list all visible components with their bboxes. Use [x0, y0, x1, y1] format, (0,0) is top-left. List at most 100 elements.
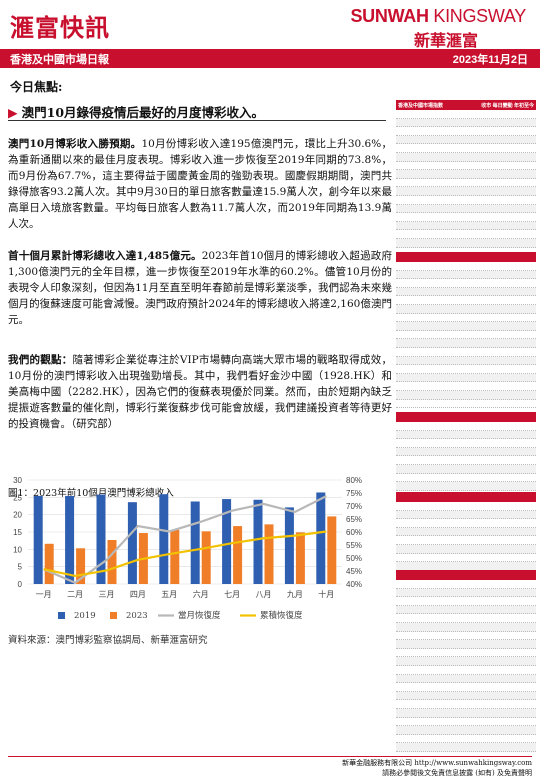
market-table-1: 香港及中國市場指數 收市 每日變動 年初至今 [396, 100, 536, 257]
market-table-2-head [396, 252, 536, 262]
x-tick-label: 六月 [193, 589, 209, 599]
legend-swatch [58, 612, 65, 619]
brand-logo-cn: 滙富快訊 [10, 13, 110, 42]
bar-2023 [76, 548, 86, 584]
line-當月恢復度 [43, 495, 327, 584]
market-row [396, 674, 536, 684]
headline-text: 澳門10月錄得疫情后最好的月度博彩收入。 [21, 105, 265, 120]
market-row [396, 331, 536, 340]
market-row [396, 262, 536, 271]
market-row [396, 447, 536, 457]
y2-tick-label: 65% [346, 515, 362, 524]
market-row [396, 718, 536, 727]
market-row [396, 127, 536, 136]
market-row [396, 439, 536, 448]
paragraph-1: 澳門10月博彩收入勝預期。10月份博彩收入達195億澳門元，環比上升30.6%，… [8, 136, 392, 232]
x-tick-label: 五月 [161, 590, 177, 599]
market-table-5-rows [396, 580, 536, 752]
market-row [396, 726, 536, 735]
market-row [396, 657, 536, 666]
market-table-3 [396, 412, 536, 491]
market-row [396, 735, 536, 744]
market-row [396, 118, 536, 128]
market-row [396, 322, 536, 331]
market-row [396, 221, 536, 231]
market-row [396, 700, 536, 709]
bar-2023 [327, 516, 337, 584]
paragraph-3: 我們的觀點：隨著博彩企業從專注於VIP市場轉向高端大眾市場的戰略取得成效，10月… [8, 352, 392, 432]
paragraph-1-body: 10月份博彩收入達195億澳門元，環比上升30.6%，為重新通關以來的最佳月度表… [8, 138, 392, 230]
market-table-1-rows [396, 110, 536, 257]
market-table-3-rows [396, 422, 536, 491]
market-row [396, 390, 536, 400]
bar-2023 [233, 526, 243, 584]
legend-label: 當月恢復度 [178, 610, 221, 621]
market-row [396, 187, 536, 196]
market-row [396, 110, 536, 119]
y-tick-label: 30 [13, 476, 22, 485]
market-row [396, 632, 536, 641]
legend-label: 2023 [126, 611, 148, 621]
market-row [396, 430, 536, 440]
bar-2019 [284, 507, 294, 584]
market-row [396, 464, 536, 474]
source-note: 資料來源：澳門博彩監察協調局、新華滙富研究 [8, 635, 208, 646]
market-row [396, 605, 536, 615]
market-table-3-head [396, 412, 536, 422]
bar-2023 [201, 531, 211, 584]
y2-tick-label: 75% [346, 489, 362, 498]
market-row [396, 382, 536, 391]
market-row [396, 279, 536, 288]
paragraph-2-lead: 首十個月累計博彩總收入達1,485億元。 [8, 250, 202, 262]
report-subtitle: 香港及中國市場日報 [10, 53, 109, 66]
market-row [396, 622, 536, 632]
line-累積恢復度 [43, 530, 327, 578]
market-table-1-title: 香港及中國市場指數 [398, 103, 444, 109]
market-row [396, 640, 536, 649]
market-row [396, 544, 536, 554]
x-tick-label: 九月 [287, 590, 303, 599]
market-row [396, 296, 536, 305]
market-row [396, 179, 536, 188]
footer-divider [8, 756, 532, 757]
triangle-bullet-icon: ▶ [8, 105, 18, 120]
x-tick-label: 三月 [99, 590, 115, 599]
y-tick-label: 20 [13, 511, 22, 520]
y-tick-label: 5 [18, 563, 23, 572]
y2-tick-label: 45% [346, 567, 362, 576]
market-table-4-rows [396, 502, 536, 571]
y2-tick-label: 60% [346, 528, 362, 537]
market-table-4 [396, 492, 536, 571]
market-row [396, 708, 536, 718]
market-row [396, 614, 536, 623]
bar-2023 [295, 532, 305, 584]
y-tick-label: 25 [13, 493, 22, 502]
market-row [396, 365, 536, 374]
bar-2023 [170, 529, 180, 584]
market-row [396, 649, 536, 658]
market-table-2-rows [396, 262, 536, 409]
market-row [396, 196, 536, 205]
footer-disclaimer: 請務必參閱後文免責信息披露 (如有) 及免責聲明 [382, 769, 532, 777]
market-row [396, 348, 536, 357]
main-column: 今日焦點: ▶ 澳門10月錄得疫情后最好的月度博彩收入。 澳門10月博彩收入勝預期… [0, 68, 392, 758]
market-row [396, 502, 536, 511]
market-row [396, 373, 536, 383]
y-tick-label: 0 [18, 580, 23, 589]
market-table-2 [396, 252, 536, 409]
market-row [396, 339, 536, 348]
market-row [396, 519, 536, 528]
x-tick-label: 四月 [130, 590, 146, 599]
market-row [396, 287, 536, 297]
market-row [396, 683, 536, 692]
paragraph-3-lead: 我們的觀點： [8, 354, 73, 366]
brand-en-part1: SUNWAH [350, 6, 429, 26]
market-row [396, 510, 536, 520]
brand-logo-cn-right: 新華滙富 [413, 31, 478, 50]
paragraph-2: 首十個月累計博彩總收入達1,485億元。2023年首10個月的博彩總收入超過政府… [8, 248, 392, 328]
market-table-4-head [396, 492, 536, 502]
x-tick-label: 十月 [318, 589, 334, 599]
bar-2019 [65, 495, 75, 584]
legend-label: 2019 [74, 611, 96, 621]
legend-label: 累積恢復度 [260, 610, 303, 621]
